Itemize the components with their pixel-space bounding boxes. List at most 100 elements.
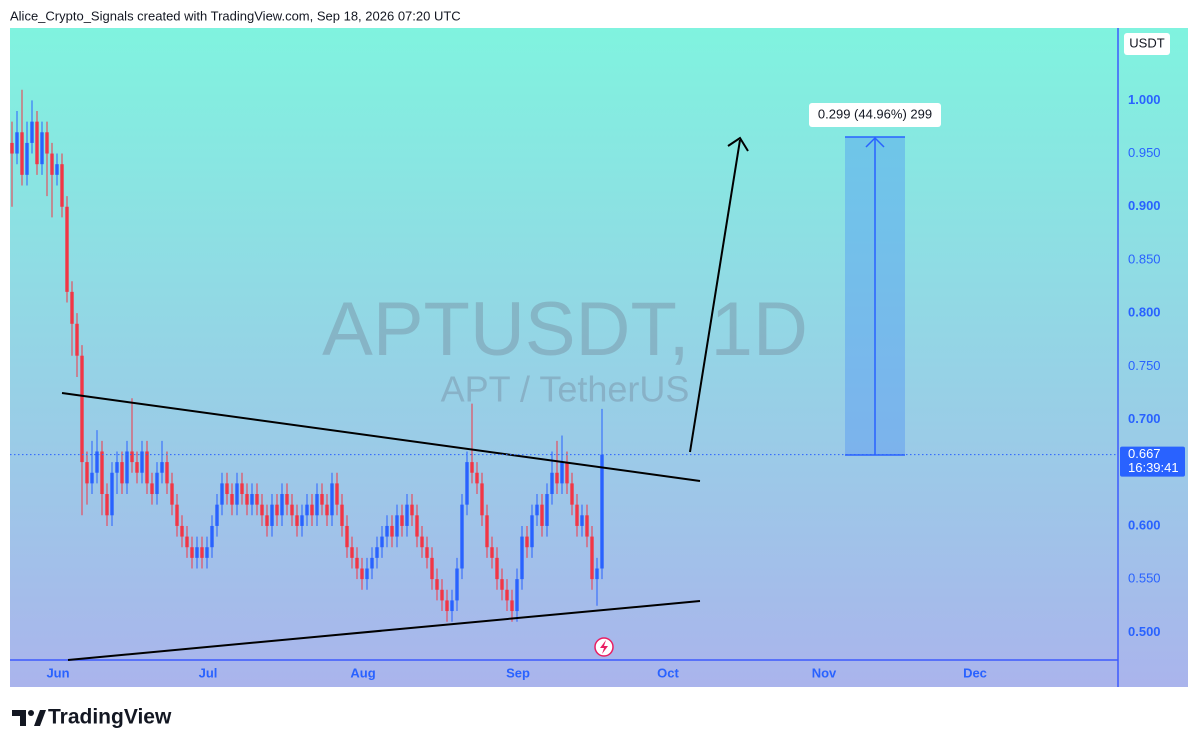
candle-body (330, 483, 334, 516)
candle-body (270, 504, 274, 526)
currency: USDT (1129, 35, 1164, 50)
last-price-label: 0.667 (1128, 446, 1161, 461)
candle-body (60, 164, 64, 207)
logo-dot (28, 710, 34, 716)
candle-body (205, 547, 209, 558)
candle-body (510, 600, 514, 612)
candle-body (45, 132, 49, 154)
candle-body (355, 557, 359, 569)
candle-body (180, 525, 184, 537)
candle-body (70, 291, 74, 324)
candle-body (370, 557, 374, 569)
candle-body (165, 462, 169, 484)
candle-body (15, 132, 19, 154)
candle-body (125, 451, 129, 484)
candle-body (375, 547, 379, 558)
x-tick-label: Jul (199, 665, 218, 680)
candle-body (130, 451, 134, 463)
candle-body (220, 483, 224, 505)
candle-body (520, 536, 524, 580)
candle-body (595, 568, 599, 580)
x-tick-label: Oct (657, 665, 679, 680)
y-tick-label: 1.000 (1128, 92, 1161, 107)
measure-label: 0.299 (44.96%) 299 (818, 106, 932, 121)
candle-body (35, 121, 39, 165)
candle-body (80, 355, 84, 463)
candle-body (440, 589, 444, 601)
candle-body (490, 547, 494, 558)
candle-body (20, 132, 24, 175)
candle-body (475, 472, 479, 484)
candle-body (185, 536, 189, 548)
candle-body (120, 462, 124, 484)
candle-body (90, 472, 94, 484)
candle-body (215, 504, 219, 526)
candle-body (410, 504, 414, 516)
candle-body (480, 483, 484, 516)
y-tick-label: 0.750 (1128, 358, 1161, 373)
candle-body (365, 568, 369, 580)
logo-shape (34, 710, 46, 726)
event-icon-bolt (600, 640, 608, 654)
candle-body (170, 483, 174, 505)
brand: TradingView (48, 706, 172, 729)
candle-body (315, 494, 319, 516)
candle-body (320, 494, 324, 505)
candle-body (40, 132, 44, 165)
candle-body (200, 547, 204, 558)
chart-background (10, 28, 1188, 687)
candle-body (310, 504, 314, 516)
y-tick-label: 0.900 (1128, 198, 1161, 213)
candle-body (415, 515, 419, 537)
y-tick-label: 0.800 (1128, 305, 1161, 320)
plot (10, 89, 604, 622)
candle-body (145, 451, 149, 484)
candle-body (580, 515, 584, 526)
candle-body (275, 504, 279, 516)
candle-body (590, 536, 594, 580)
y-tick-label: 0.950 (1128, 145, 1161, 160)
candle-body (600, 454, 604, 569)
candle-body (285, 494, 289, 505)
candle-body (430, 557, 434, 580)
candle-body (585, 515, 589, 537)
candle-body (195, 547, 199, 558)
candle-body (240, 483, 244, 495)
candle-body (105, 494, 109, 516)
last-price-box (1120, 446, 1185, 477)
candle-body (400, 515, 404, 526)
candle-body (150, 483, 154, 495)
candle-body (505, 589, 509, 601)
candle-body (100, 451, 104, 495)
x-tick-label: Nov (812, 665, 837, 680)
candle-body (350, 547, 354, 558)
candle-body (335, 483, 339, 505)
candle-body (555, 472, 559, 484)
watermark: APTUSDT, 1D (322, 287, 808, 372)
trendline-lower (67, 600, 701, 661)
measure-arrowhead (865, 136, 885, 148)
candle-body (10, 142, 14, 154)
candle-body (265, 515, 269, 526)
candle-body (445, 600, 449, 612)
candle-body (75, 323, 79, 356)
candle-body (230, 494, 234, 505)
candle-body (575, 504, 579, 526)
candle-body (85, 462, 89, 484)
candle-body (485, 515, 489, 548)
candle-body (250, 494, 254, 505)
candle-body (255, 494, 259, 505)
candle-body (455, 568, 459, 601)
candle-body (395, 515, 399, 537)
trendline-upper (61, 392, 701, 482)
candle-body (545, 494, 549, 526)
candle-body (305, 504, 309, 516)
candle-body (140, 451, 144, 473)
candle-body (95, 451, 99, 473)
candle-body (245, 494, 249, 505)
candle-body (535, 504, 539, 516)
candle-body (465, 462, 469, 505)
watermark-subtitle: APT / TetherUS (441, 369, 690, 410)
candle-body (50, 153, 54, 175)
candle-body (550, 472, 554, 495)
